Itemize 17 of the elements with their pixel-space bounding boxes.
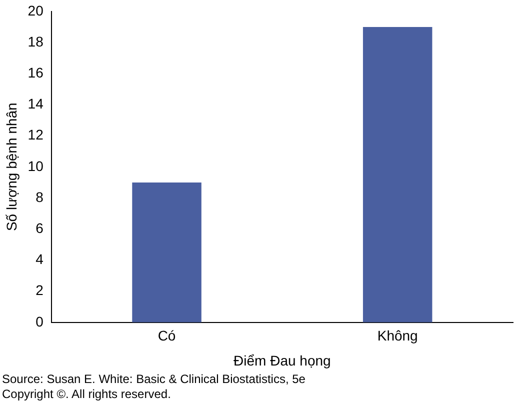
y-tick-label: 20 xyxy=(28,2,44,18)
y-tick-label: 0 xyxy=(36,313,44,330)
y-axis-title: Số lượng bệnh nhân xyxy=(3,102,20,232)
text: Copyright ©. All rights reserved. xyxy=(2,387,172,402)
y-tick-label: 12 xyxy=(28,126,44,143)
y-tick-label: 14 xyxy=(28,96,44,112)
y-tick-label: 6 xyxy=(36,220,44,236)
x-tick-label: Không xyxy=(377,328,418,344)
x-tick-label: Có xyxy=(158,328,176,344)
y-tick-label: 2 xyxy=(36,282,44,298)
y-tick-label: 18 xyxy=(28,33,44,50)
x-axis-title: Điểm Đau họng xyxy=(234,352,331,368)
y-tick-label: 8 xyxy=(36,188,44,205)
y-tick-label: 16 xyxy=(28,64,44,80)
y-tick-label: 4 xyxy=(36,251,44,268)
y-tick-label: 10 xyxy=(28,158,44,174)
source-note: Source: Susan E. White: Basic & Clinical Biostatistics, 5e xyxy=(2,372,306,387)
